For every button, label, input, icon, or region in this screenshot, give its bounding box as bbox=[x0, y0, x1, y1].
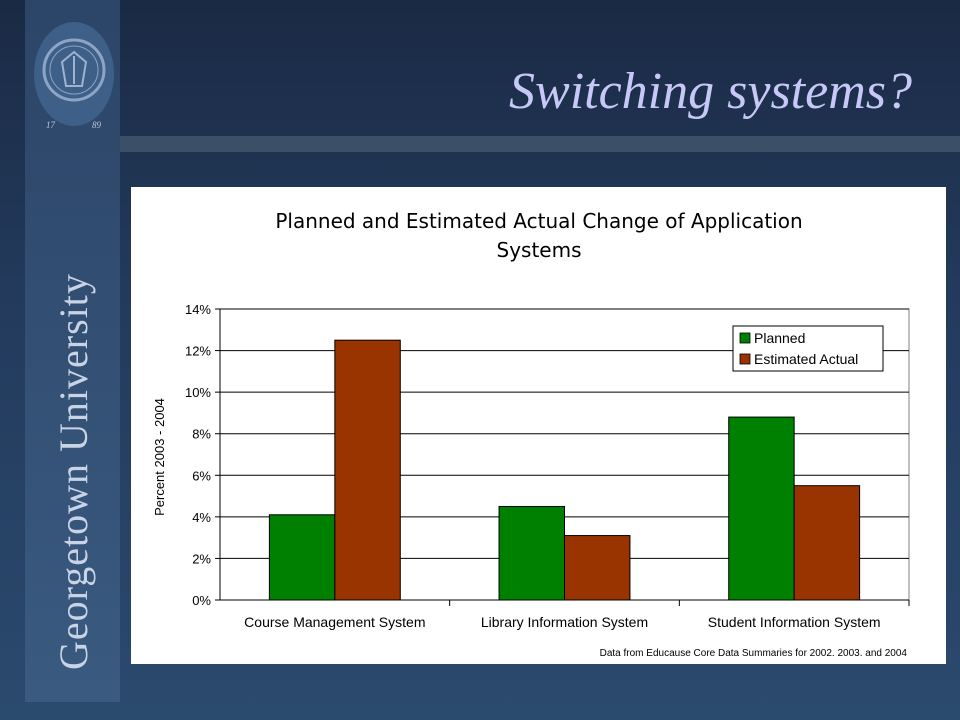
title-divider-band bbox=[120, 136, 960, 152]
chart-panel: Planned and Estimated Actual Change of A… bbox=[131, 187, 946, 664]
y-tick-label: 6% bbox=[192, 468, 211, 483]
bar-planned-2 bbox=[728, 416, 795, 601]
chart-title-line-1: Planned and Estimated Actual Change of A… bbox=[275, 209, 802, 233]
y-tick-label: 0% bbox=[192, 593, 211, 608]
y-tick-label: 10% bbox=[185, 385, 211, 400]
bar-estimated-actual-0 bbox=[334, 339, 401, 601]
bar-estimated-actual-2 bbox=[793, 485, 861, 601]
y-tick-label: 8% bbox=[192, 427, 211, 442]
x-category-label: Library Information System bbox=[481, 614, 648, 630]
seal-year-left: 17 bbox=[46, 120, 56, 130]
y-axis-label: Percent 2003 - 2004 bbox=[152, 398, 167, 516]
university-name: Georgetown University bbox=[51, 273, 96, 670]
university-seal: 17 89 bbox=[34, 22, 114, 130]
x-category-label: Course Management System bbox=[244, 614, 425, 630]
legend-swatch-estimated bbox=[739, 353, 751, 365]
chart-title-line-2: Systems bbox=[497, 238, 582, 262]
bar-estimated-actual-1 bbox=[564, 535, 631, 601]
legend: Planned Estimated Actual bbox=[732, 325, 884, 372]
y-tick-label: 14% bbox=[185, 302, 211, 317]
x-category-label: Student Information System bbox=[708, 614, 881, 630]
y-tick-label: 12% bbox=[185, 344, 211, 359]
legend-label-estimated: Estimated Actual bbox=[754, 351, 858, 367]
bar-planned-1 bbox=[498, 505, 566, 601]
legend-box bbox=[732, 325, 884, 372]
source-note: Data from Educause Core Data Summaries f… bbox=[600, 648, 908, 659]
legend-swatch-planned bbox=[739, 332, 751, 344]
y-tick-label: 4% bbox=[192, 510, 211, 525]
slide-title: Switching systems? bbox=[509, 63, 912, 120]
legend-label-planned: Planned bbox=[754, 330, 805, 346]
seal-year-right: 89 bbox=[92, 120, 102, 130]
y-tick-label: 2% bbox=[192, 551, 211, 566]
bar-planned-0 bbox=[268, 514, 336, 601]
bar-chart: Planned and Estimated Actual Change of A… bbox=[152, 209, 910, 659]
